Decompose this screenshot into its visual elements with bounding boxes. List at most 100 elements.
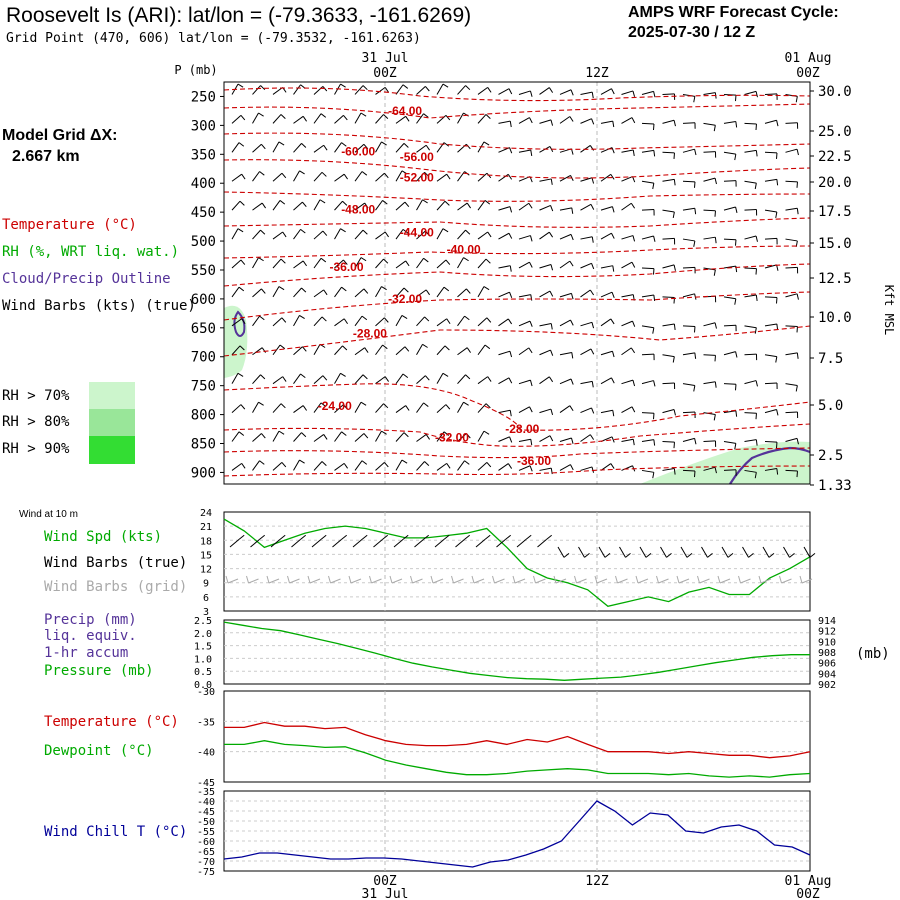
wind-barb-flag xyxy=(302,116,308,122)
wind-barb xyxy=(621,235,636,242)
wind-barb-staff xyxy=(600,88,612,95)
wind-barb-staff xyxy=(252,288,262,298)
wind-barb-staff xyxy=(436,83,444,95)
wind-barb-staff xyxy=(272,430,280,442)
wind-barb-staff xyxy=(518,347,530,356)
wind-barb-flag xyxy=(693,240,696,247)
wind-barb-true-staff xyxy=(352,538,363,548)
wind-barb-flag xyxy=(362,85,368,91)
wind-barb-flag xyxy=(529,320,533,327)
wind-barb-true-staff xyxy=(639,546,647,558)
wind-barb-flag xyxy=(361,460,368,465)
wind-barb xyxy=(375,286,387,298)
wind-barb-staff xyxy=(744,209,757,211)
wind-barb-flag xyxy=(485,403,491,409)
wind-barb-staff xyxy=(272,114,282,124)
wind-barb-legend: Wind Barbs (kts) (true) xyxy=(2,298,196,314)
wind-barb-flag xyxy=(240,115,246,121)
wind-barb-flag xyxy=(360,257,367,262)
wind-barb-grid-flag xyxy=(758,575,762,584)
wind-barb xyxy=(498,88,513,95)
wind-barb-flag xyxy=(632,90,636,97)
wind-barb-flag xyxy=(301,432,307,438)
wind-barb-flag xyxy=(279,344,286,350)
wind-barb-flag xyxy=(693,385,696,392)
wind-barb xyxy=(703,236,717,244)
wind-barb-flag xyxy=(446,173,451,180)
wind-barb-flag xyxy=(361,315,368,321)
wind-barb-true-staff xyxy=(414,538,425,548)
wind-barb-staff xyxy=(600,206,613,211)
wind-barb-staff xyxy=(621,320,633,327)
wind-barb-grid xyxy=(287,575,300,584)
wind-barb-staff xyxy=(334,345,343,356)
wind-barb-staff xyxy=(641,469,654,473)
wind-barb xyxy=(334,345,348,356)
wind-barb-true-staff xyxy=(721,546,729,558)
pressure-tick-label: 500 xyxy=(191,234,216,250)
wind-barb-flag xyxy=(528,202,533,209)
wind-barb xyxy=(375,141,387,153)
wind-barb xyxy=(477,344,491,356)
wind-barb xyxy=(621,90,636,97)
height-tick-label: 10.0 xyxy=(818,310,852,326)
wind-barb-staff xyxy=(313,344,321,355)
wind-barb-staff xyxy=(723,93,737,96)
wind-barb xyxy=(559,351,574,359)
wind-barb-true-flag xyxy=(645,553,652,558)
wind-barb xyxy=(518,379,533,387)
wind-barb-staff xyxy=(764,441,778,443)
temperature-contour-label: -28.00 xyxy=(505,422,539,436)
wind-barb-staff xyxy=(580,236,593,240)
wind-barb xyxy=(703,412,716,421)
wind-barb-staff xyxy=(416,144,427,153)
wind-barb-true-flag xyxy=(279,534,286,540)
height-tick-label: 5.0 xyxy=(818,398,843,414)
wind-barb-grid xyxy=(451,575,464,584)
wind-barb-flag xyxy=(261,433,266,439)
wind-barb xyxy=(354,257,367,269)
wind-barb-flag xyxy=(340,228,346,233)
wind-barb-true-staff xyxy=(332,538,343,548)
wind-barb-grid-flag xyxy=(389,575,393,584)
wind-barb-flag xyxy=(550,323,553,330)
wind-barb-grid-staff xyxy=(658,578,669,584)
wind-barb-staff xyxy=(662,151,675,154)
wind-barb-flag xyxy=(237,228,244,233)
wind-barb-staff xyxy=(662,409,675,414)
wind-barb-staff xyxy=(559,116,571,124)
wind-barb xyxy=(600,173,615,182)
wind-barb-flag xyxy=(402,228,409,234)
wind-barb-true xyxy=(332,534,348,548)
wind-barb-staff xyxy=(375,403,384,413)
wind-barb xyxy=(641,180,655,190)
wind-barb-true xyxy=(680,546,693,558)
wind-barb-staff xyxy=(334,173,345,182)
wind-barb-staff xyxy=(477,376,489,385)
wind-barb xyxy=(662,409,676,416)
wind-barb-true-flag xyxy=(604,553,611,558)
wind-barb-flag xyxy=(632,149,635,157)
wind-barb xyxy=(744,412,757,420)
wind-barb-true-staff xyxy=(537,538,548,548)
wind-barb-true-staff xyxy=(270,538,281,548)
wind-barb-grid xyxy=(594,575,608,584)
wind-barb-grid xyxy=(635,575,649,584)
wind-barb-staff xyxy=(457,401,464,413)
wind-barb-staff xyxy=(354,229,364,240)
wind-barb-flag xyxy=(529,90,533,97)
wind-barb xyxy=(518,294,533,301)
wind-barb xyxy=(764,323,779,330)
wind-barb xyxy=(395,315,408,327)
wind-barb xyxy=(293,373,306,384)
wind-barb xyxy=(723,151,737,161)
wind-barb-staff xyxy=(498,377,510,385)
wind-barb-staff xyxy=(395,115,407,124)
wind-barb xyxy=(272,430,285,442)
wind-barb xyxy=(662,178,676,186)
wind-barb xyxy=(477,87,492,95)
wind-barb-flag xyxy=(381,430,387,435)
wind-barb xyxy=(498,120,512,128)
wind-barb-staff xyxy=(764,209,777,213)
wind-barb-true-flag xyxy=(382,534,389,540)
